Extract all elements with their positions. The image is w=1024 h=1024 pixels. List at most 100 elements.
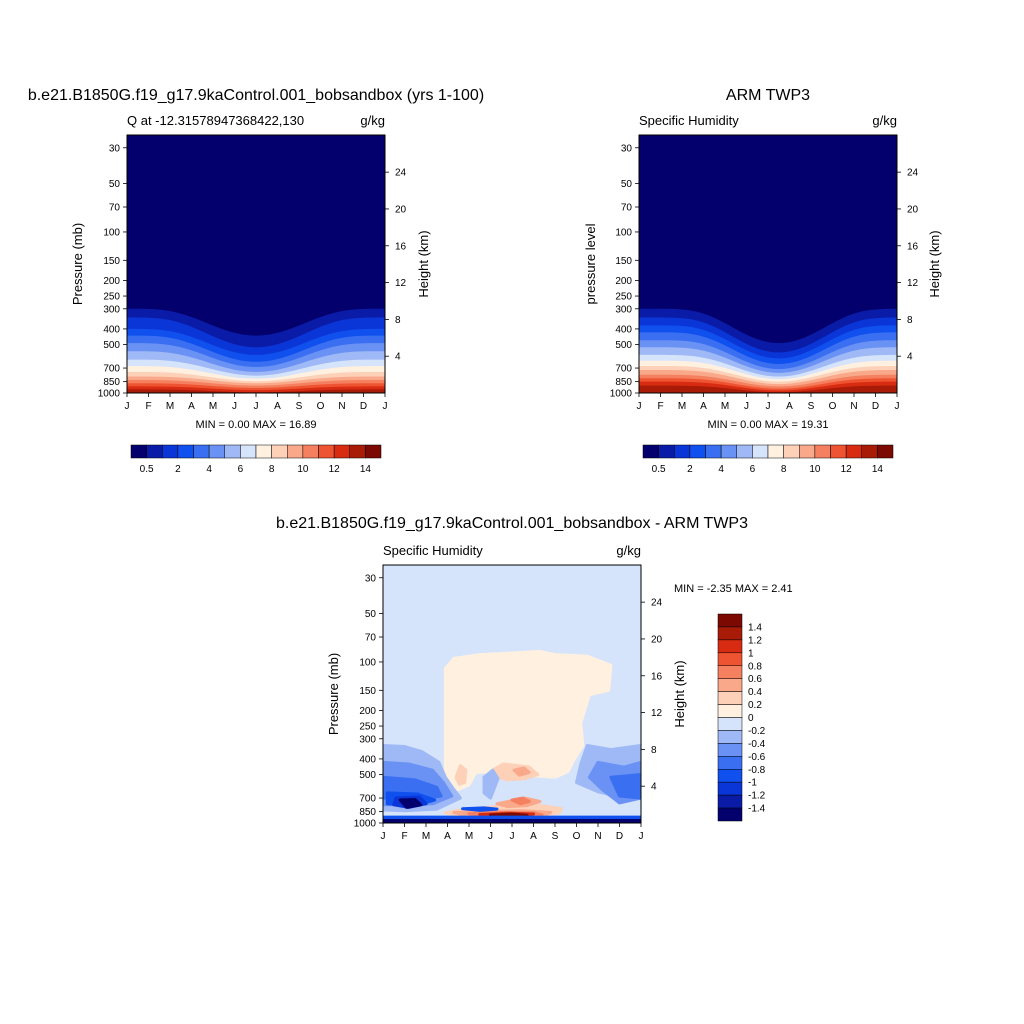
x-tick-label: S: [552, 831, 559, 842]
x-tick-label: A: [188, 401, 195, 412]
x-tick-label: O: [317, 401, 325, 412]
y-tick-label: 400: [359, 754, 376, 765]
colorbar-box: [717, 756, 743, 770]
colorbar-box: [717, 807, 743, 822]
panel1-title: b.e21.B1850G.f19_g17.9kaControl.001_bobs…: [28, 87, 484, 104]
y-tick-label: 200: [103, 276, 120, 287]
colorbar-box: [271, 444, 288, 459]
colorbar-label: 2: [175, 464, 181, 475]
y2-tick-label: 16: [651, 671, 663, 682]
colorbar-label: 4: [206, 464, 212, 475]
colorbar-box: [318, 444, 335, 459]
y-tick-label: 850: [103, 377, 120, 388]
y2-tick-label: 20: [907, 204, 919, 215]
y2-tick-label: 20: [395, 204, 407, 215]
x-tick-label: M: [721, 401, 729, 412]
y2-tick-label: 8: [907, 315, 913, 326]
panel2-right-subtitle: g/kg: [872, 113, 897, 128]
colorbar-label: 10: [297, 464, 309, 475]
x-tick-label: N: [850, 401, 857, 412]
y-tick-label: 70: [365, 633, 377, 644]
x-tick-label: N: [594, 831, 601, 842]
x-tick-label: D: [872, 401, 879, 412]
x-tick-label: D: [360, 401, 367, 412]
panel3-y2-label: Height (km): [672, 660, 687, 727]
contour-band: [127, 389, 385, 393]
y-tick-label: 50: [621, 179, 633, 190]
x-tick-label: J: [381, 831, 386, 842]
panel3-colorbar: 1.4 1.2 1 0.8 0.6 0.4 0.2 0 -0.2 -0.4 -0.6 -0.8 -1 -1…: [717, 613, 766, 822]
colorbar-box: [717, 613, 743, 628]
panel3-y-label: Pressure (mb): [326, 653, 341, 735]
y-tick-label: 250: [359, 722, 376, 733]
contour-region: [454, 764, 468, 786]
colorbar-box: [224, 444, 241, 459]
colorbar-label: -0.8: [748, 765, 766, 776]
x-tick-label: A: [444, 831, 451, 842]
contour-band: [639, 385, 897, 393]
y-tick-label: 500: [615, 340, 632, 351]
y-tick-label: 700: [103, 364, 120, 375]
colorbar-box: [799, 444, 816, 459]
contour-layer: [639, 135, 897, 393]
colorbar-label: 10: [809, 464, 821, 475]
x-tick-label: F: [657, 401, 663, 412]
y-tick-label: 850: [615, 377, 632, 388]
colorbar-box: [717, 652, 743, 666]
x-tick-label: D: [616, 831, 623, 842]
colorbar-box: [717, 704, 743, 718]
panel2-y-label: pressure level: [583, 223, 598, 304]
x-tick-label: J: [766, 401, 771, 412]
colorbar-box: [717, 743, 743, 757]
y-tick-label: 300: [615, 304, 632, 315]
colorbar-box: [717, 769, 743, 783]
y-tick-label: 300: [359, 734, 376, 745]
y2-tick-label: 24: [907, 168, 919, 179]
y-tick-label: 400: [615, 324, 632, 335]
colorbar-box: [130, 444, 147, 459]
y-tick-label: 30: [365, 573, 377, 584]
colorbar-label: -0.6: [748, 752, 766, 763]
panel2-left-subtitle: Specific Humidity: [639, 113, 739, 128]
colorbar-label: 0.5: [652, 464, 666, 475]
x-tick-label: J: [637, 401, 642, 412]
y-tick-label: 250: [615, 292, 632, 303]
panel1-colorbar: 0.5 2 4 6 8 10 12 14: [130, 444, 382, 475]
panel2-title: ARM TWP3: [726, 87, 810, 104]
y-tick-label: 400: [103, 324, 120, 335]
panel1-minmax: MIN = 0.00 MAX = 16.89: [195, 419, 316, 431]
y-tick-label: 150: [615, 256, 632, 267]
colorbar-box: [255, 444, 272, 459]
x-tick-label: J: [895, 401, 900, 412]
y-tick-label: 500: [103, 340, 120, 351]
colorbar-box: [717, 730, 743, 744]
colorbar-box: [736, 444, 753, 459]
y-tick-label: 500: [359, 770, 376, 781]
panel3-minmax: MIN = -2.35 MAX = 2.41: [674, 583, 793, 595]
colorbar-label: 1: [748, 648, 754, 659]
y-tick-label: 100: [103, 227, 120, 238]
colorbar-box: [333, 444, 350, 459]
y2-tick-label: 16: [395, 241, 407, 252]
colorbar-box: [240, 444, 257, 459]
colorbar-label: 0.4: [748, 687, 762, 698]
colorbar-box: [717, 639, 743, 654]
colorbar-box: [162, 444, 179, 459]
x-tick-label: A: [530, 831, 537, 842]
x-tick-label: A: [700, 401, 707, 412]
colorbar-box: [349, 444, 366, 459]
y-tick-label: 150: [359, 686, 376, 697]
colorbar-box: [814, 444, 831, 459]
colorbar-box: [717, 781, 743, 796]
colorbar-box: [717, 665, 743, 679]
colorbar-box: [717, 794, 743, 809]
y-tick-label: 50: [109, 179, 121, 190]
colorbar-label: 0.8: [748, 661, 762, 672]
colorbar-label: 4: [718, 464, 724, 475]
colorbar-box: [177, 444, 194, 459]
x-tick-label: N: [338, 401, 345, 412]
x-tick-label: J: [254, 401, 259, 412]
colorbar-label: 6: [238, 464, 244, 475]
